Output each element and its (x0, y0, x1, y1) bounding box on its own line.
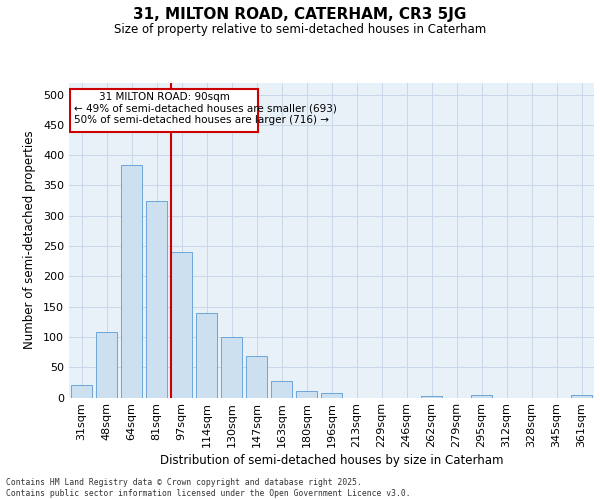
Bar (571, 395, 592, 398)
Y-axis label: Number of semi-detached properties: Number of semi-detached properties (23, 130, 36, 350)
Bar (271, 380, 292, 398)
Text: Size of property relative to semi-detached houses in Caterham: Size of property relative to semi-detach… (114, 22, 486, 36)
Bar (321, 394, 342, 398)
Bar (246, 356, 267, 398)
Text: 50% of semi-detached houses are larger (716) →: 50% of semi-detached houses are larger (… (74, 115, 329, 125)
Bar (96, 332, 117, 398)
X-axis label: Distribution of semi-detached houses by size in Caterham: Distribution of semi-detached houses by … (160, 454, 503, 468)
Bar (221, 337, 242, 398)
Bar (296, 392, 317, 398)
Bar (121, 166, 142, 398)
Text: 31, MILTON ROAD, CATERHAM, CR3 5JG: 31, MILTON ROAD, CATERHAM, CR3 5JG (133, 8, 467, 22)
Bar (196, 312, 217, 398)
Bar (71, 386, 92, 398)
Text: 31 MILTON ROAD: 90sqm: 31 MILTON ROAD: 90sqm (98, 92, 229, 102)
FancyBboxPatch shape (70, 88, 258, 132)
Text: ← 49% of semi-detached houses are smaller (693): ← 49% of semi-detached houses are smalle… (74, 103, 337, 113)
Bar (421, 396, 442, 398)
Bar (171, 252, 192, 398)
Bar (471, 395, 492, 398)
Bar (146, 200, 167, 398)
Text: Contains HM Land Registry data © Crown copyright and database right 2025.
Contai: Contains HM Land Registry data © Crown c… (6, 478, 410, 498)
